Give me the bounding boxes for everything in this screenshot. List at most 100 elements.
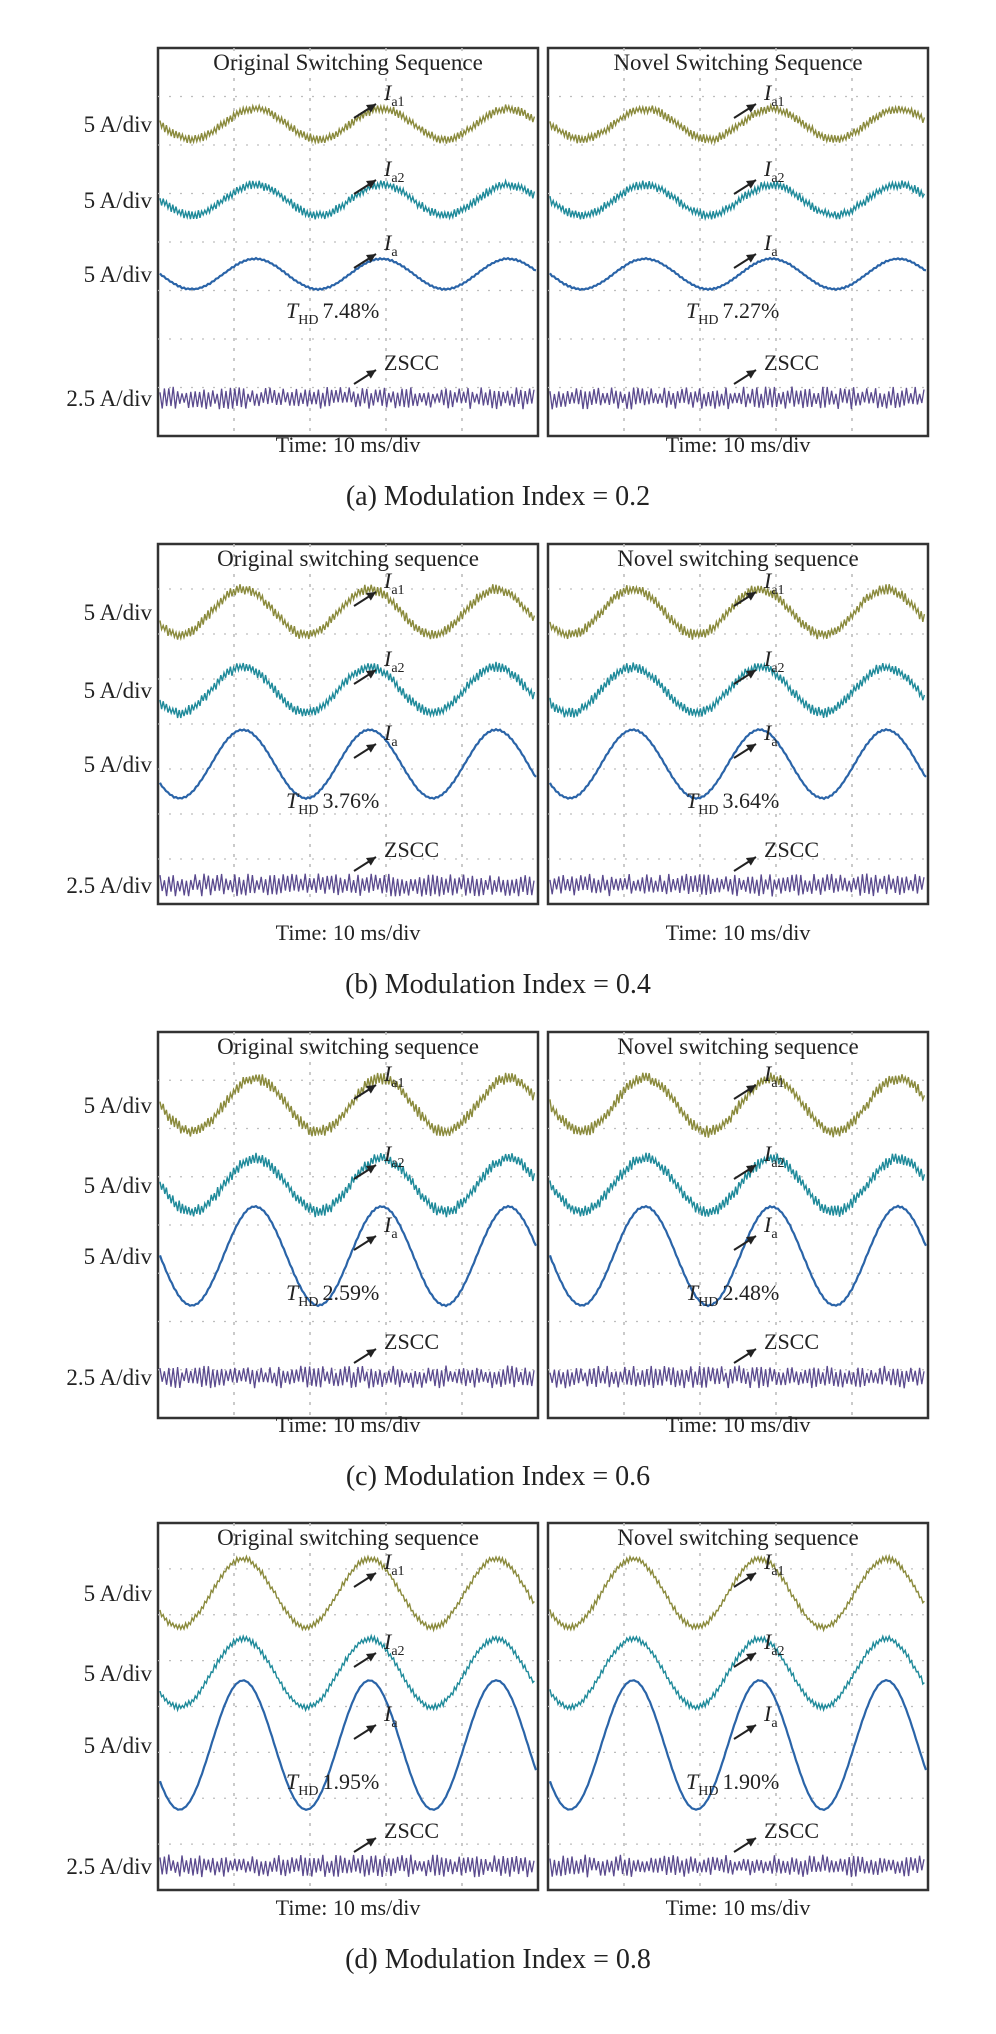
thd-symbol: T: [286, 1280, 300, 1305]
scope-frame: [156, 1521, 540, 1892]
scale-label-4: 2.5 A/div: [66, 386, 152, 411]
scope-grid: [548, 544, 928, 904]
trace-ia2: [549, 1152, 926, 1217]
label-zscc: ZSCC: [384, 837, 439, 862]
label-ia: Ia: [383, 1212, 398, 1242]
scale-label-2: 5 A/div: [84, 188, 153, 213]
arrow-zscc-head: [365, 1838, 376, 1847]
trace-ia: [549, 727, 927, 801]
thd-symbol: T: [286, 1769, 300, 1794]
trace-zscc: [549, 1854, 925, 1878]
thd-label: THD 7.48%: [286, 298, 379, 328]
chart-block-1: 5 A/div 5 A/div 5 A/div 2.5 A/div Original S…: [66, 46, 930, 512]
trace-ia: [158, 1204, 537, 1308]
label-ia-symbol: I: [383, 230, 393, 255]
label-ia2-subscript: a2: [391, 171, 404, 186]
panel-title: Original switching sequence: [217, 1034, 479, 1059]
label-ia: Ia: [763, 720, 778, 750]
thd-value: 7.27%: [722, 298, 779, 323]
arrow-ia-head: [365, 1236, 376, 1245]
label-ia-symbol: I: [763, 1212, 773, 1237]
label-ia1: Ia1: [763, 568, 785, 598]
scale-label-4: 2.5 A/div: [66, 1365, 152, 1390]
thd-label: THD 1.95%: [286, 1769, 379, 1799]
trace-zscc: [549, 1365, 925, 1389]
arrow-ia1: [353, 103, 377, 119]
thd-subscript: HD: [698, 313, 718, 328]
arrow-ia-head: [365, 1725, 376, 1734]
scope-panel-original: Original switching sequenceIa1Ia2IaZSCCT…: [156, 542, 540, 945]
arrow-ia1-head: [745, 592, 756, 601]
label-ia1-symbol: I: [763, 1061, 773, 1086]
scope-frame: [156, 1030, 540, 1420]
arrow-ia2-head: [745, 1653, 756, 1662]
thd-value: 3.76%: [322, 788, 379, 813]
trace-ia2: [549, 661, 926, 719]
arrow-zscc-head: [365, 857, 376, 866]
arrow-ia2-head: [365, 1165, 376, 1174]
scale-label-1: 5 A/div: [84, 600, 153, 625]
trace-zscc: [159, 386, 535, 410]
arrow-ia2-head: [745, 180, 756, 189]
thd-subscript: HD: [298, 1784, 318, 1799]
thd-subscript: HD: [298, 1295, 318, 1310]
arrow-ia1: [733, 1572, 757, 1588]
trace-ia2: [159, 1633, 535, 1713]
scope-frame: [156, 46, 540, 438]
arrow-zscc: [733, 1837, 757, 1853]
arrow-ia-head: [745, 1236, 756, 1245]
thd-subscript: HD: [698, 1784, 718, 1799]
arrow-zscc-head: [745, 1838, 756, 1847]
label-zscc: ZSCC: [384, 1818, 439, 1843]
thd-label: THD 3.64%: [686, 788, 779, 818]
thd-label: THD 3.76%: [286, 788, 379, 818]
label-ia1-symbol: I: [763, 568, 773, 593]
label-zscc: ZSCC: [764, 1329, 819, 1354]
arrow-ia2-head: [365, 1653, 376, 1662]
arrow-ia2-head: [365, 180, 376, 189]
label-ia2-symbol: I: [763, 156, 773, 181]
label-ia1-subscript: a1: [391, 583, 404, 598]
label-ia2-symbol: I: [383, 156, 393, 181]
label-ia: Ia: [763, 1701, 778, 1731]
scope-grid: [548, 1032, 928, 1418]
label-ia-subscript: a: [391, 1716, 398, 1731]
label-ia: Ia: [763, 230, 778, 260]
arrow-ia2: [353, 1652, 377, 1668]
arrow-zscc: [733, 856, 757, 872]
trace-zscc: [159, 1365, 535, 1389]
arrow-ia: [733, 1235, 757, 1251]
arrow-ia: [353, 253, 377, 269]
arrow-ia1-head: [365, 592, 376, 601]
arrow-ia2-head: [745, 670, 756, 679]
scale-label-3: 5 A/div: [84, 752, 153, 777]
label-ia2: Ia2: [763, 156, 785, 186]
label-ia2: Ia2: [383, 156, 405, 186]
label-ia1-subscript: a1: [391, 1076, 404, 1091]
thd-value: 1.95%: [322, 1769, 379, 1794]
label-zscc: ZSCC: [764, 837, 819, 862]
arrow-ia-head: [745, 254, 756, 263]
label-ia: Ia: [383, 230, 398, 260]
scale-label-3: 5 A/div: [84, 1733, 153, 1758]
arrow-ia1-head: [745, 1573, 756, 1582]
scope-panel-original: Original switching sequenceIa1Ia2IaZSCCT…: [156, 1521, 540, 1920]
label-ia1: Ia1: [763, 1549, 785, 1579]
arrow-ia: [733, 253, 757, 269]
thd-label: THD 7.27%: [686, 298, 779, 328]
trace-ia: [159, 256, 537, 292]
panel-title: Novel switching sequence: [617, 1034, 858, 1059]
thd-label: THD 2.48%: [686, 1280, 779, 1310]
trace-ia: [549, 256, 927, 292]
thd-label: THD 2.59%: [286, 1280, 379, 1310]
label-ia1-subscript: a1: [771, 1076, 784, 1091]
label-ia1-symbol: I: [383, 568, 393, 593]
label-zscc: ZSCC: [764, 1818, 819, 1843]
arrow-ia: [733, 743, 757, 759]
arrow-zscc-head: [365, 1349, 376, 1358]
arrow-ia: [733, 1724, 757, 1740]
scale-label-3: 5 A/div: [84, 262, 153, 287]
label-ia2-symbol: I: [763, 646, 773, 671]
label-ia1-subscript: a1: [771, 583, 784, 598]
